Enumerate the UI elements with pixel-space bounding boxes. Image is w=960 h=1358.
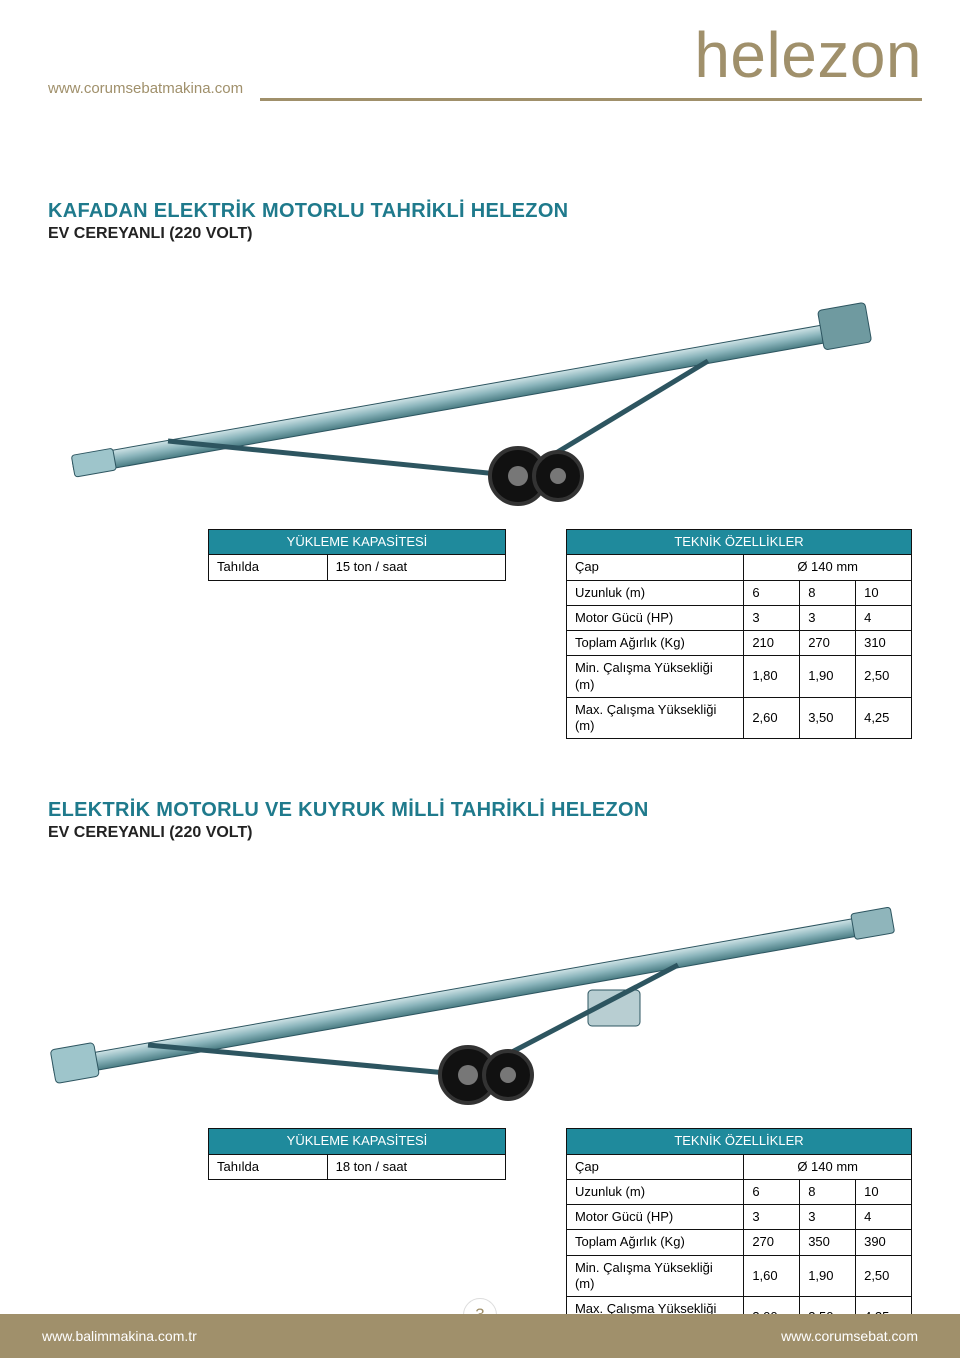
page-content: KAFADAN ELEKTRİK MOTORLU TAHRİKLİ HELEZO… — [0, 130, 960, 1339]
spec-header: TEKNİK ÖZELLİKLER — [566, 530, 911, 555]
spec-value: 210 — [744, 631, 800, 656]
footer-left-url: www.balimmakina.com.tr — [42, 1328, 197, 1344]
table-row: Toplam Ağırlık (Kg)210270310 — [566, 631, 911, 656]
spec-value: 3,50 — [800, 697, 856, 739]
capacity-label: Tahılda — [209, 555, 328, 580]
spec-value: 8 — [800, 580, 856, 605]
capacity-label: Tahılda — [209, 1154, 328, 1179]
capacity-value: 18 ton / saat — [327, 1154, 505, 1179]
spec-value: 4 — [856, 1205, 912, 1230]
spec-value: 1,90 — [800, 656, 856, 698]
spec-value: 3 — [800, 1205, 856, 1230]
table-row: Min. Çalışma Yüksekliği (m)1,601,902,50 — [566, 1255, 911, 1297]
spec-value: 8 — [800, 1179, 856, 1204]
spec-label: Motor Gücü (HP) — [566, 605, 743, 630]
spec-label: Motor Gücü (HP) — [566, 1205, 743, 1230]
cap-label: Çap — [566, 1154, 743, 1179]
spec-value: 6 — [744, 1179, 800, 1204]
cap-value: Ø 140 mm — [744, 1154, 912, 1179]
spec-value: 2,50 — [856, 1255, 912, 1297]
table-row: Toplam Ağırlık (Kg)270350390 — [566, 1230, 911, 1255]
table-row: Tahılda 15 ton / saat — [209, 555, 506, 580]
capacity-header: YÜKLEME KAPASİTESİ — [209, 1129, 506, 1154]
spec-value: 4 — [856, 605, 912, 630]
spec-label: Min. Çalışma Yüksekliği (m) — [566, 1255, 743, 1297]
spec-table-1: TEKNİK ÖZELLİKLER Çap Ø 140 mm Uzunluk (… — [566, 529, 912, 739]
table-row: Max. Çalışma Yüksekliği (m)2,603,504,25 — [566, 697, 911, 739]
spec-label: Uzunluk (m) — [566, 580, 743, 605]
spec-value: 1,60 — [744, 1255, 800, 1297]
section1-subtitle: EV CEREYANLI (220 VOLT) — [48, 225, 912, 243]
spec-value: 3 — [744, 605, 800, 630]
header-url: www.corumsebatmakina.com — [48, 80, 243, 97]
spec-value: 2,60 — [744, 697, 800, 739]
table-row: Min. Çalışma Yüksekliği (m)1,801,902,50 — [566, 656, 911, 698]
spec-value: 310 — [856, 631, 912, 656]
spec-label: Min. Çalışma Yüksekliği (m) — [566, 656, 743, 698]
spec-table-2: TEKNİK ÖZELLİKLER Çap Ø 140 mm Uzunluk (… — [566, 1128, 912, 1338]
spec-value: 350 — [800, 1230, 856, 1255]
spec-value: 3 — [800, 605, 856, 630]
table-row: Motor Gücü (HP)334 — [566, 1205, 911, 1230]
section2-title: ELEKTRİK MOTORLU VE KUYRUK MİLLİ TAHRİKL… — [48, 799, 912, 822]
spec-value: 10 — [856, 1179, 912, 1204]
spec-value: 3 — [744, 1205, 800, 1230]
capacity-table-2: YÜKLEME KAPASİTESİ Tahılda 18 ton / saat — [208, 1128, 506, 1180]
spec-label: Toplam Ağırlık (Kg) — [566, 631, 743, 656]
table-row: Motor Gücü (HP)334 — [566, 605, 911, 630]
table-row: Çap Ø 140 mm — [566, 1154, 911, 1179]
spec-label: Max. Çalışma Yüksekliği (m) — [566, 697, 743, 739]
section2-subtitle: EV CEREYANLI (220 VOLT) — [48, 824, 912, 842]
table-row: Çap Ø 140 mm — [566, 555, 911, 580]
footer-right-url: www.corumsebat.com — [781, 1328, 918, 1344]
spec-value: 10 — [856, 580, 912, 605]
product-image-1 — [48, 251, 912, 511]
product-image-2 — [48, 850, 912, 1110]
spec-label: Uzunluk (m) — [566, 1179, 743, 1204]
spec-value: 1,90 — [800, 1255, 856, 1297]
header-divider — [260, 98, 922, 101]
spec-value: 270 — [744, 1230, 800, 1255]
spec-value: 2,50 — [856, 656, 912, 698]
section1-title: KAFADAN ELEKTRİK MOTORLU TAHRİKLİ HELEZO… — [48, 200, 912, 223]
capacity-value: 15 ton / saat — [327, 555, 505, 580]
page-header: www.corumsebatmakina.com helezon — [0, 0, 960, 130]
spec-header: TEKNİK ÖZELLİKLER — [566, 1129, 911, 1154]
table-row: Tahılda 18 ton / saat — [209, 1154, 506, 1179]
spec-value: 6 — [744, 580, 800, 605]
capacity-header: YÜKLEME KAPASİTESİ — [209, 530, 506, 555]
table-row: Uzunluk (m)6810 — [566, 1179, 911, 1204]
capacity-table-1: YÜKLEME KAPASİTESİ Tahılda 15 ton / saat — [208, 529, 506, 581]
cap-value: Ø 140 mm — [744, 555, 912, 580]
spec-value: 390 — [856, 1230, 912, 1255]
page-footer: www.balimmakina.com.tr www.corumsebat.co… — [0, 1314, 960, 1358]
spec-value: 1,80 — [744, 656, 800, 698]
section1-tables: YÜKLEME KAPASİTESİ Tahılda 15 ton / saat… — [48, 529, 912, 739]
spec-label: Toplam Ağırlık (Kg) — [566, 1230, 743, 1255]
spec-value: 4,25 — [856, 697, 912, 739]
cap-label: Çap — [566, 555, 743, 580]
brand-title: helezon — [694, 18, 922, 92]
spec-value: 270 — [800, 631, 856, 656]
table-row: Uzunluk (m)6810 — [566, 580, 911, 605]
